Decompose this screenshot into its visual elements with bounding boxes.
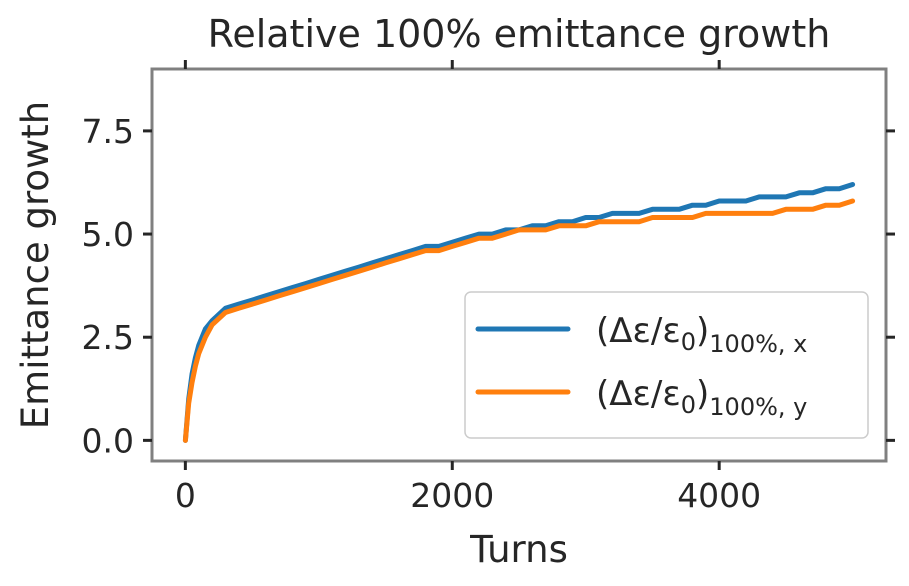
x-axis-label: Turns <box>469 528 568 571</box>
y-tick-label-0: 0.0 <box>82 421 134 460</box>
y-tick-label-2: 5.0 <box>82 215 134 254</box>
y-tick-label-3: 7.5 <box>82 112 134 151</box>
x-tick-label-0: 0 <box>175 476 196 515</box>
x-tick-label-1: 2000 <box>410 476 494 515</box>
y-axis-label: Emittance growth <box>14 101 57 429</box>
axis-ticks: 0 2000 4000 0.0 2.5 5.0 7.5 <box>82 60 895 515</box>
chart-title: Relative 100% emittance growth <box>208 12 831 56</box>
series-line-x <box>182 182 856 443</box>
plot-frame <box>150 67 888 463</box>
series-line-y <box>182 198 856 443</box>
plot-area <box>182 182 856 443</box>
y-tick-label-1: 2.5 <box>82 318 134 357</box>
legend: (Δε/ε0)100%, x (Δε/ε0)100%, y <box>464 291 869 439</box>
x-tick-label-2: 4000 <box>677 476 761 515</box>
legend-label-y: (Δε/ε0)100%, y <box>596 374 807 421</box>
legend-label-x: (Δε/ε0)100%, x <box>596 311 807 358</box>
